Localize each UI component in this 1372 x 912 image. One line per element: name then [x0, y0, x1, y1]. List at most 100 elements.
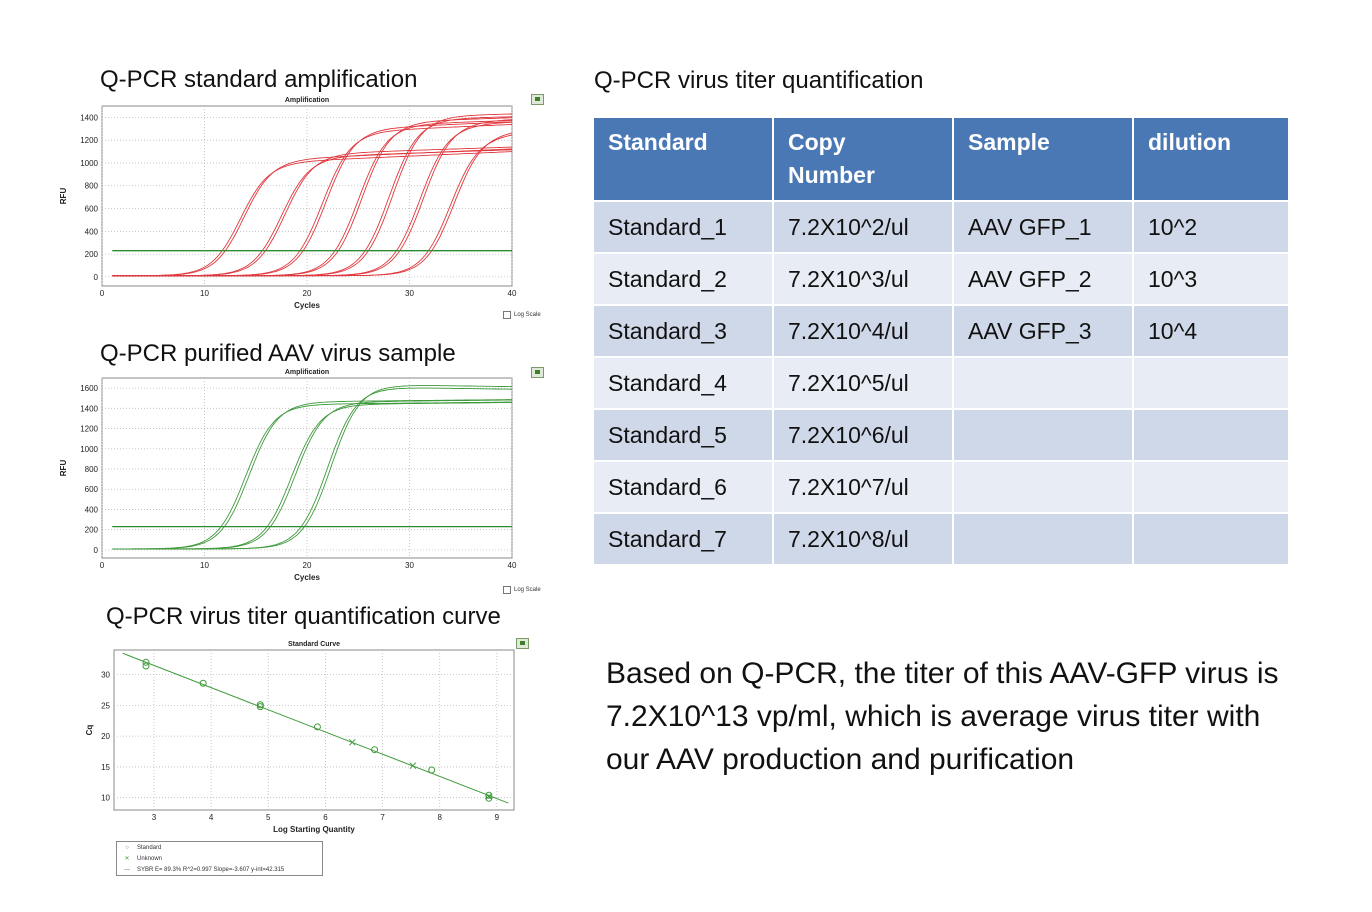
- export-icon[interactable]: [516, 638, 529, 649]
- standard-point: [485, 794, 493, 802]
- y-tick-label: 25: [101, 701, 110, 710]
- heading-table-title: Q-PCR virus titer quantification: [594, 67, 924, 94]
- heading-quantification-curve: Q-PCR virus titer quantification curve: [106, 603, 501, 630]
- x-axis-label: Log Starting Quantity: [273, 825, 355, 834]
- x-tick-label: 40: [508, 561, 517, 570]
- standard-point: [371, 746, 379, 754]
- x-tick-label: 4: [209, 813, 214, 822]
- x-tick-label: 6: [323, 813, 328, 822]
- x-tick-label: 30: [405, 289, 414, 298]
- y-tick-label: 200: [85, 250, 99, 259]
- x-tick-label: 40: [508, 289, 517, 298]
- standard-point: [199, 679, 207, 687]
- y-axis-label: Cq: [85, 725, 94, 736]
- checkbox-icon[interactable]: [503, 586, 511, 594]
- header-copy-number: Copy Number: [772, 116, 954, 202]
- y-tick-label: 1400: [80, 404, 98, 413]
- amplification-curve: [112, 385, 512, 550]
- x-axis-label: Cycles: [294, 301, 320, 310]
- y-tick-label: 400: [85, 505, 99, 514]
- x-tick-label: 8: [437, 813, 442, 822]
- x-tick-label: 5: [266, 813, 271, 822]
- table-row: Standard_6 7.2X10^7/ul: [592, 460, 1290, 514]
- export-icon[interactable]: [531, 367, 544, 378]
- log-scale-label: Log Scale: [514, 312, 541, 318]
- unknown-point: [348, 738, 356, 746]
- y-tick-label: 400: [85, 227, 99, 236]
- export-icon[interactable]: [531, 94, 544, 105]
- unknown-point: [485, 793, 493, 800]
- y-tick-label: 1000: [80, 445, 98, 454]
- legend-standard: ○ Standard: [117, 842, 322, 853]
- y-tick-label: 800: [85, 465, 99, 474]
- conclusion-text: Based on Q-PCR, the titer of this AAV-GF…: [606, 657, 1279, 776]
- checkbox-icon[interactable]: [503, 311, 511, 319]
- x-axis-label: Cycles: [294, 573, 320, 582]
- y-tick-label: 1600: [80, 384, 98, 393]
- x-tick-label: 7: [380, 813, 385, 822]
- x-tick-label: 0: [100, 561, 105, 570]
- heading-standard-amplification: Q-PCR standard amplification: [100, 66, 418, 93]
- x-tick-label: 10: [200, 561, 209, 570]
- titer-table: Standard Copy Number Sample dilution Sta…: [592, 116, 1290, 566]
- y-tick-label: 600: [85, 205, 99, 214]
- line-marker-icon: —: [124, 866, 130, 873]
- y-axis-label: RFU: [59, 188, 68, 205]
- chart-title: Standard Curve: [288, 641, 340, 648]
- table-header-row: Standard Copy Number Sample dilution: [592, 116, 1290, 202]
- x-tick-label: 0: [100, 289, 105, 298]
- table-row: Standard_5 7.2X10^6/ul: [592, 408, 1290, 462]
- standard-point: [142, 662, 150, 670]
- table-row: Standard_3 7.2X10^4/ul AAV GFP_3 10^4: [592, 304, 1290, 358]
- heading-aav-sample: Q-PCR purified AAV virus sample: [100, 340, 456, 367]
- header-standard: Standard: [592, 116, 774, 202]
- standard-point: [485, 791, 493, 799]
- table-row: Standard_1 7.2X10^2/ul AAV GFP_1 10^2: [592, 200, 1290, 254]
- y-tick-label: 0: [94, 546, 99, 555]
- chart-title: Amplification: [285, 369, 329, 376]
- header-dilution: dilution: [1132, 116, 1290, 202]
- amplification-curve: [112, 132, 513, 277]
- chart-title: Amplification: [285, 97, 329, 104]
- y-tick-label: 15: [101, 763, 110, 772]
- standard-curve-svg: 3 4 5 6 7 8 9 10 15 20 25 30 Standard Curve Log Start…: [85, 641, 515, 834]
- standard-point: [142, 658, 150, 666]
- y-tick-label: 20: [101, 732, 110, 741]
- log-scale-checkbox[interactable]: Log Scale: [503, 586, 541, 594]
- amplification-curve: [112, 399, 512, 550]
- standard-amplification-svg: 0 10 20 30 400200400600800100012001400Amplif…: [59, 97, 517, 310]
- log-scale-checkbox[interactable]: Log Scale: [503, 311, 541, 319]
- standard-point: [428, 766, 436, 774]
- table-row: Standard_4 7.2X10^5/ul: [592, 356, 1290, 410]
- aav-sample-amplification-chart: 0 10 20 30 40 0 200 400 600 800 1000 1200 1400 1600 Am…: [58, 366, 548, 596]
- x-tick-label: 30: [405, 561, 414, 570]
- y-tick-label: 800: [85, 182, 99, 191]
- x-tick-label: 10: [200, 289, 209, 298]
- table-row: Standard_2 7.2X10^3/ul AAV GFP_2 10^3: [592, 252, 1290, 306]
- cross-marker-icon: ✕: [124, 856, 130, 862]
- standard-curve-fit-line: [122, 652, 509, 804]
- table-row: Standard_7 7.2X10^8/ul: [592, 512, 1290, 566]
- x-tick-label: 9: [495, 813, 500, 822]
- y-tick-label: 10: [101, 794, 110, 803]
- circle-marker-icon: ○: [125, 844, 129, 851]
- x-tick-label: 3: [152, 813, 157, 822]
- standard-point: [256, 701, 264, 709]
- y-tick-label: 600: [85, 485, 99, 494]
- unknown-marker-stroke: [348, 738, 356, 746]
- standard-point: [313, 723, 321, 731]
- unknown-marker-stroke: [485, 793, 493, 800]
- aav-sample-amplification-svg: 0 10 20 30 4002004006008001000120014001600Am…: [59, 369, 517, 582]
- header-sample: Sample: [952, 116, 1134, 202]
- standard-point: [256, 703, 264, 711]
- legend-fit: — SYBR E= 89.3% R^2=0.997 Slope=-3.607 y-…: [117, 864, 322, 875]
- y-tick-label: 0: [94, 273, 99, 282]
- standard-amplification-chart: 0 10 20 30 40 0 200 400 600 800 1000 1200 1400 Amplif…: [58, 94, 548, 324]
- y-tick-label: 1400: [80, 113, 98, 122]
- log-scale-label: Log Scale: [514, 587, 541, 593]
- unknown-point: [409, 762, 417, 770]
- y-tick-label: 1200: [80, 136, 98, 145]
- x-tick-label: 20: [303, 561, 312, 570]
- y-tick-label: 1000: [80, 159, 98, 168]
- standard-curve-chart: 3 4 5 6 7 8 9 10 15 20 25 30 Standard Curve Log Start…: [84, 638, 529, 838]
